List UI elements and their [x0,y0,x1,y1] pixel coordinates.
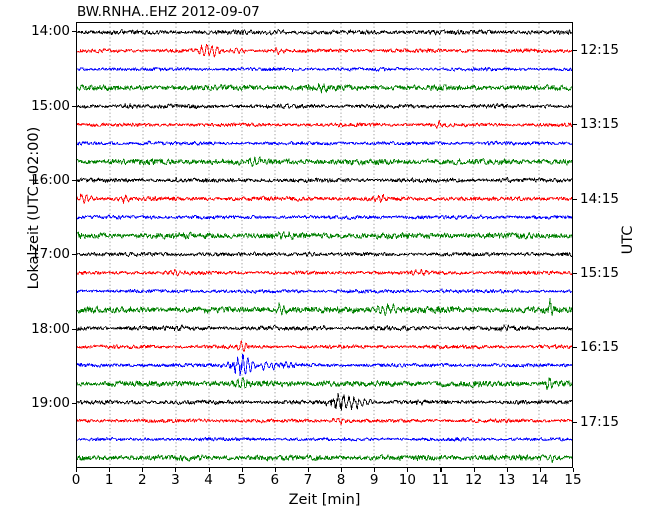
x-tick-mark [175,468,177,472]
trace-18-15 [77,340,572,353]
left-tick-mark [72,179,76,182]
trace-15-00 [77,103,572,110]
x-tick-mark [208,468,210,472]
x-tick-label: 11 [431,472,450,488]
x-tick-label: 8 [336,472,346,488]
left-tick-mark [72,254,76,256]
trace-16-45 [77,231,572,241]
x-tick-mark [142,468,144,472]
x-axis-label: Zeit [min] [288,492,361,508]
left-tick-label: 19:00 [31,394,70,411]
x-tick-label: 14 [531,472,549,488]
trace-14-15 [77,44,572,58]
x-tick-mark [473,468,475,472]
x-tick-mark [440,468,442,472]
left-axis-label: Lokalzeit (UTC+02:00) [26,126,42,290]
x-tick-label: 13 [498,472,516,488]
x-tick-mark [341,468,343,472]
x-tick-mark [506,468,508,472]
right-tick-label: 15:15 [580,264,619,281]
trace-17-15 [77,268,572,277]
right-tick-label: 13:15 [580,116,619,133]
trace-18-45 [77,377,572,391]
trace-15-45 [77,156,572,167]
x-tick-mark [109,468,111,472]
trace-16-15 [77,193,572,204]
right-axis-tick-labels: 12:15 13:15 14:15 15:15 16:15 17:15 [580,0,650,520]
x-tick-label: 3 [171,472,180,488]
right-tick-mark [573,272,577,274]
left-tick-label: 18:00 [31,320,70,337]
trace-17-00 [77,251,572,258]
left-tick-label: 15:00 [31,97,70,114]
x-tick-mark [307,468,310,472]
page-title: BW.RNHA..EHZ 2012-09-07 [77,4,260,20]
x-tick-label: 9 [369,472,379,488]
right-tick-mark [573,198,577,200]
plot-area[interactable] [76,22,573,468]
x-tick-label: 5 [237,472,246,488]
trace-19-15 [77,417,572,426]
x-tick-mark [76,468,78,472]
trace-17-30 [77,288,572,294]
trace-14-00 [77,29,572,36]
trace-14-45 [77,83,572,94]
x-tick-mark [573,468,575,472]
x-tick-label: 10 [398,472,416,488]
right-tick-mark [573,421,577,423]
x-tick-label: 6 [270,472,280,488]
trace-19-45 [77,454,572,464]
trace-14-30 [77,66,572,72]
x-tick-label: 4 [204,472,213,488]
x-tick-mark [407,468,409,472]
left-tick-label: 17:00 [31,246,70,263]
seismic-traces [77,29,572,464]
left-tick-mark [72,402,76,405]
trace-17-45 [77,298,572,317]
trace-16-30 [77,214,572,220]
x-tick-mark [274,468,276,472]
left-axis-tick-labels: 14:00 15:00 16:00 17:00 18:00 19:00 [0,0,70,520]
right-tick-label: 14:15 [580,190,619,207]
trace-19-00 [77,393,572,411]
x-tick-mark [539,468,541,472]
x-tick-label: 12 [465,472,483,488]
left-tick-label: 16:00 [31,171,70,188]
trace-18-30 [77,354,572,377]
x-tick-label: 15 [564,472,582,488]
right-tick-label: 17:15 [580,413,619,430]
right-tick-mark [573,347,577,349]
x-tick-label: 7 [303,472,313,488]
trace-15-30 [77,140,572,146]
trace-16-00 [77,176,572,184]
trace-19-30 [77,436,572,442]
x-tick-label: 2 [137,472,147,488]
trace-15-15 [77,119,572,129]
right-tick-label: 12:15 [580,41,619,58]
trace-18-00 [77,324,572,332]
x-tick-mark [241,468,243,472]
right-axis-label: UTC [620,225,636,255]
left-tick-mark [72,105,76,107]
x-tick-mark [374,468,376,472]
right-tick-label: 16:15 [580,339,619,356]
right-tick-mark [573,124,577,126]
grid-lines [109,23,540,467]
left-tick-label: 14:00 [31,23,70,40]
x-tick-label: 1 [104,472,114,488]
x-tick-label: 0 [71,472,81,488]
left-tick-mark [72,328,76,330]
left-tick-mark [72,31,76,33]
right-tick-mark [573,49,577,51]
